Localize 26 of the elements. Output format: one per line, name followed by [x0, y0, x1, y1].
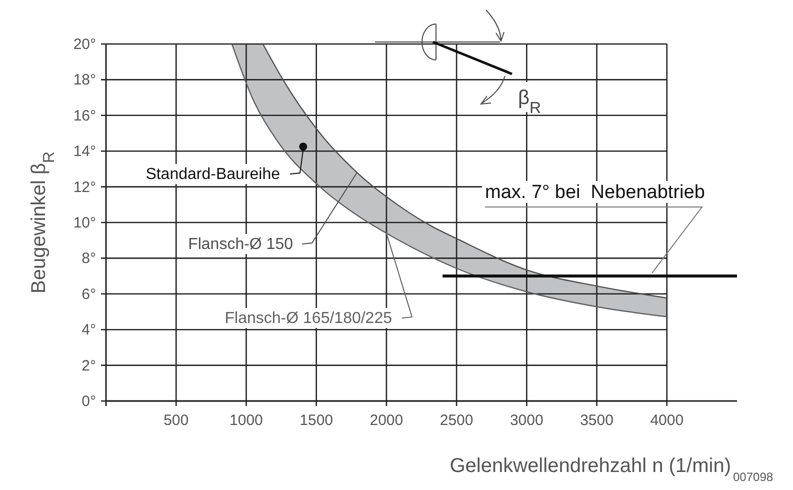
- y-tick-label: 4°: [82, 322, 96, 339]
- y-tick-label: 12°: [73, 178, 96, 196]
- y-tick-label: 16°: [73, 107, 96, 124]
- y-tick-label: 0°: [82, 393, 96, 410]
- text: 007098: [733, 470, 774, 484]
- text: Flansch-Ø 165/180/225: [224, 310, 392, 327]
- series-label: Standard-Baureihe: [146, 166, 280, 183]
- x-tick-label: 3000: [510, 412, 544, 429]
- y-tick-label: 6°: [82, 286, 96, 303]
- x-tick-label: 2000: [370, 412, 404, 429]
- text: Flansch-Ø 150: [188, 236, 294, 253]
- x-axis-title: Gelenkwellendrehzahl n (1/min): [450, 455, 731, 477]
- y-tick-label: 14°: [73, 143, 96, 160]
- x-tick-label: 2500: [440, 412, 474, 429]
- annotation: β$_{R}$: [518, 87, 542, 116]
- y-tick-label: 10°: [73, 214, 96, 232]
- x-tick-label: 500: [164, 412, 189, 429]
- x-tick-label: 1000: [230, 412, 263, 429]
- x-tick-label: 3500: [580, 412, 614, 429]
- y-tick-label: 2°: [82, 357, 96, 374]
- y-tick-label: 8°: [82, 250, 96, 268]
- y-tick-label: 18°: [73, 72, 96, 89]
- x-tick-label: 4000: [650, 412, 684, 429]
- x-tick-label: 1500: [300, 412, 334, 429]
- y-tick-label: 20°: [73, 36, 96, 53]
- text: max. 7° bei Nebenabtrieb: [485, 182, 705, 203]
